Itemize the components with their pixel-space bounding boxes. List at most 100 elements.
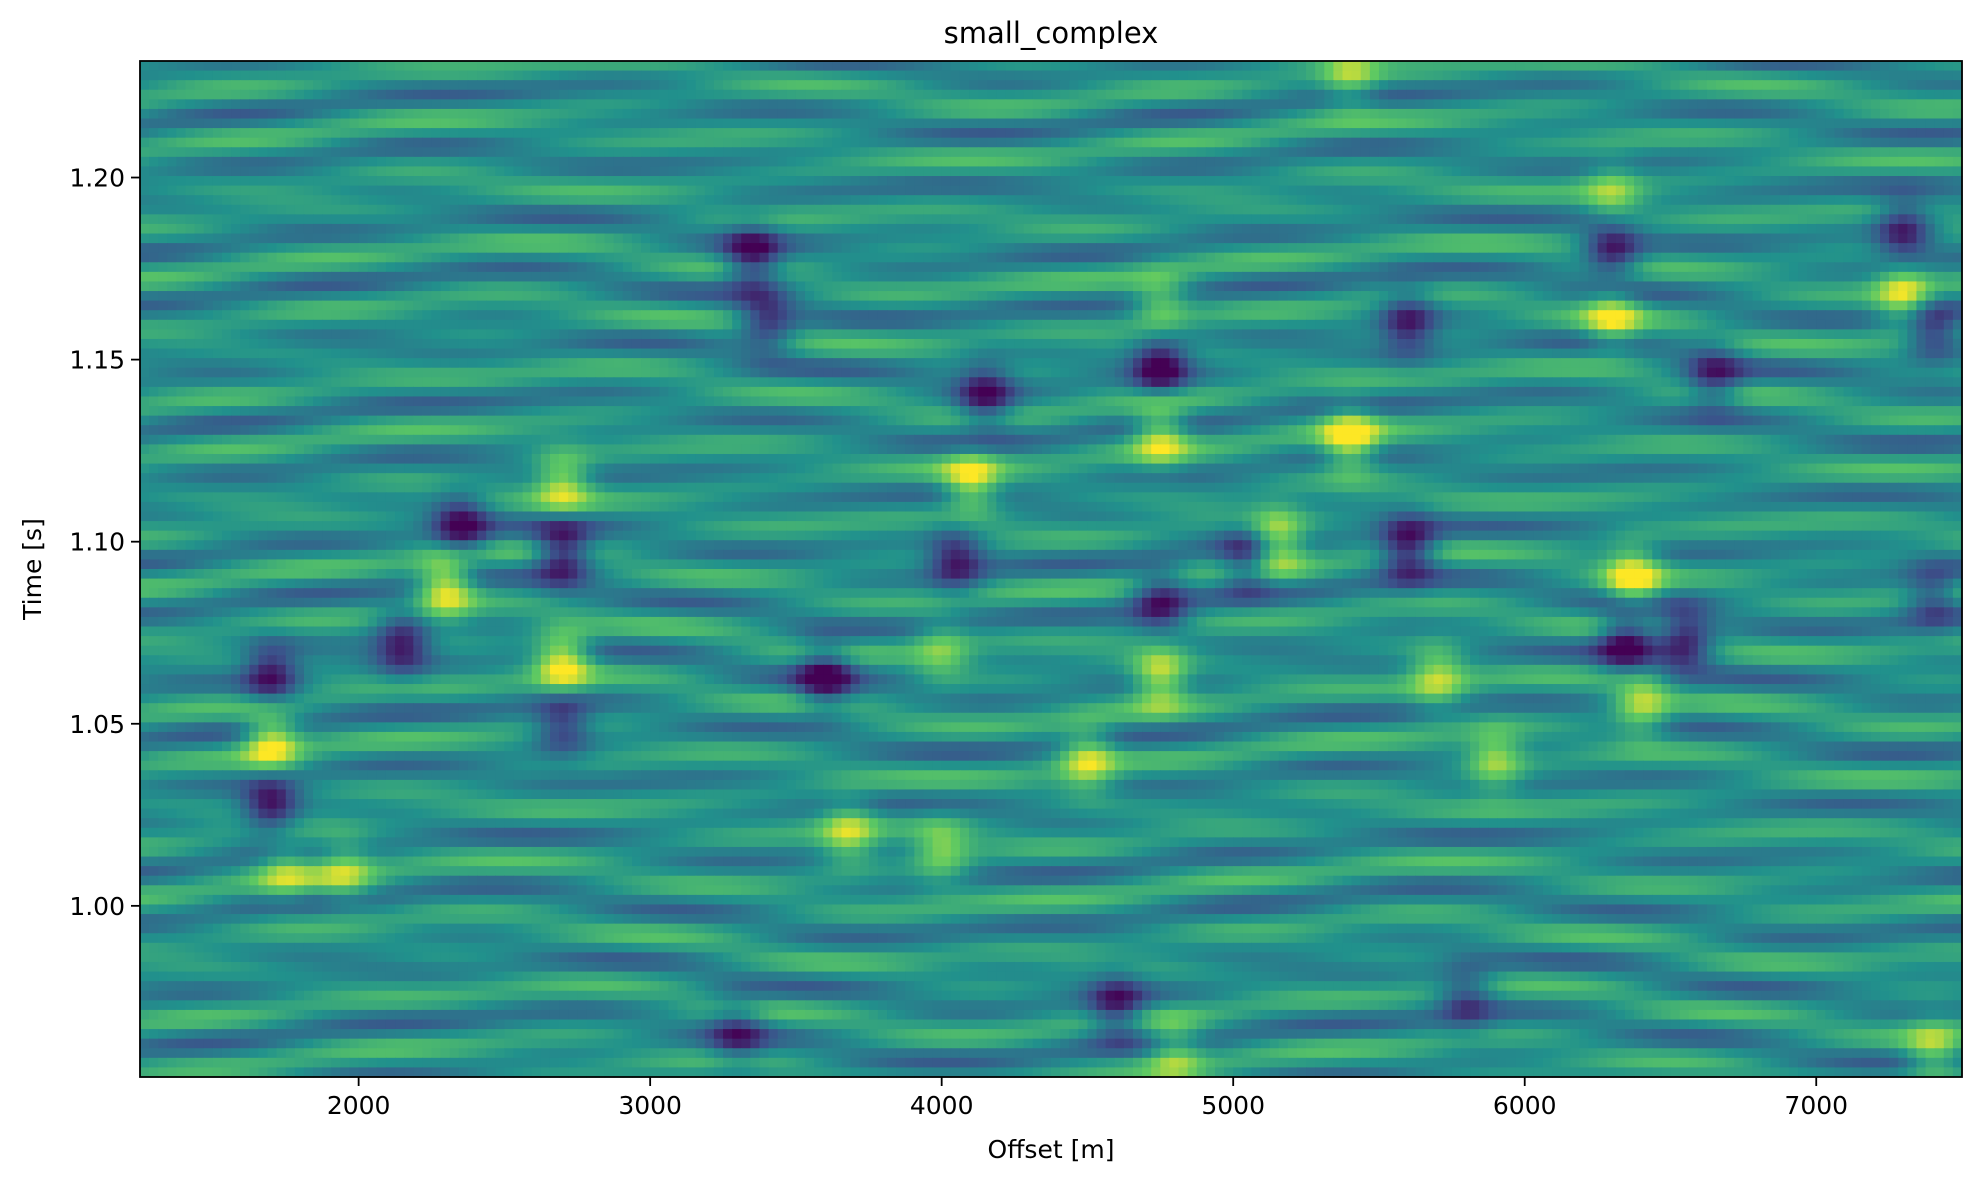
heatmap-cell bbox=[1807, 281, 1817, 291]
heatmap-cell bbox=[677, 281, 687, 291]
heatmap-cell bbox=[359, 109, 369, 119]
heatmap-cell bbox=[987, 234, 997, 244]
heatmap-cell bbox=[140, 80, 150, 90]
heatmap-cell bbox=[668, 281, 678, 291]
heatmap-cell bbox=[905, 272, 915, 282]
heatmap-cell bbox=[1251, 214, 1261, 224]
heatmap-cell bbox=[1479, 90, 1489, 100]
heatmap-cell bbox=[714, 90, 724, 100]
heatmap-cell bbox=[1752, 109, 1762, 119]
heatmap-cell bbox=[1752, 71, 1762, 81]
heatmap-cell bbox=[167, 109, 177, 119]
heatmap-cell bbox=[1333, 80, 1343, 90]
heatmap-cell bbox=[1534, 214, 1544, 224]
heatmap-cell bbox=[359, 157, 369, 167]
heatmap-cell bbox=[140, 166, 150, 176]
heatmap-cell bbox=[942, 119, 952, 129]
heatmap-cell bbox=[1251, 61, 1261, 71]
heatmap-cell bbox=[650, 291, 660, 301]
heatmap-cell bbox=[1552, 281, 1562, 291]
heatmap-cell bbox=[796, 272, 806, 282]
heatmap-cell bbox=[605, 281, 615, 291]
heatmap-cell bbox=[723, 71, 733, 81]
heatmap-cell bbox=[1871, 119, 1881, 129]
heatmap-cell bbox=[750, 80, 760, 90]
heatmap-cell bbox=[996, 109, 1006, 119]
heatmap-cell bbox=[832, 80, 842, 90]
heatmap-cell bbox=[295, 90, 305, 100]
heatmap-cell bbox=[1315, 109, 1325, 119]
heatmap-cell bbox=[541, 166, 551, 176]
heatmap-cell bbox=[1935, 119, 1945, 129]
heatmap-cell bbox=[1926, 147, 1936, 157]
heatmap-cell bbox=[331, 186, 341, 196]
heatmap-cell bbox=[167, 71, 177, 81]
heatmap-cell bbox=[231, 281, 241, 291]
heatmap-cell bbox=[914, 166, 924, 176]
heatmap-cell bbox=[258, 214, 268, 224]
heatmap-cell bbox=[331, 128, 341, 138]
heatmap-cell bbox=[359, 99, 369, 109]
heatmap-cell bbox=[1288, 147, 1298, 157]
heatmap-cell bbox=[313, 90, 323, 100]
heatmap-cell bbox=[1698, 253, 1708, 263]
heatmap-cell bbox=[514, 99, 524, 109]
heatmap-cell bbox=[176, 166, 186, 176]
heatmap-cell bbox=[978, 138, 988, 148]
heatmap-cell bbox=[1743, 128, 1753, 138]
heatmap-cell bbox=[769, 205, 779, 215]
heatmap-cell bbox=[1270, 99, 1280, 109]
heatmap-cell bbox=[559, 205, 569, 215]
heatmap-cell bbox=[1780, 147, 1790, 157]
heatmap-cell bbox=[1106, 71, 1116, 81]
heatmap-cell bbox=[1461, 224, 1471, 234]
heatmap-cell bbox=[1543, 195, 1553, 205]
heatmap-cell bbox=[249, 272, 259, 282]
heatmap-cell bbox=[1507, 262, 1517, 272]
heatmap-cell bbox=[1242, 147, 1252, 157]
heatmap-cell bbox=[668, 71, 678, 81]
heatmap-cell bbox=[413, 99, 423, 109]
heatmap-cell bbox=[158, 99, 168, 109]
heatmap-cell bbox=[277, 99, 287, 109]
heatmap-cell bbox=[1598, 109, 1608, 119]
heatmap-cell bbox=[659, 71, 669, 81]
heatmap-cell bbox=[869, 291, 879, 301]
heatmap-cell bbox=[568, 61, 578, 71]
heatmap-cell bbox=[778, 205, 788, 215]
heatmap-cell bbox=[1689, 147, 1699, 157]
heatmap-cell bbox=[1060, 176, 1070, 186]
heatmap-cell bbox=[322, 186, 332, 196]
heatmap-cell bbox=[523, 195, 533, 205]
heatmap-cell bbox=[896, 157, 906, 167]
heatmap-cell bbox=[1343, 61, 1353, 71]
heatmap-cell bbox=[1352, 80, 1362, 90]
heatmap-cell bbox=[942, 71, 952, 81]
heatmap-cell bbox=[1707, 262, 1717, 272]
heatmap-cell bbox=[605, 109, 615, 119]
heatmap-cell bbox=[1124, 243, 1134, 253]
heatmap-cell bbox=[1333, 176, 1343, 186]
heatmap-cell bbox=[1598, 281, 1608, 291]
heatmap-cell bbox=[550, 80, 560, 90]
heatmap-cell bbox=[1488, 99, 1498, 109]
heatmap-cell bbox=[1087, 99, 1097, 109]
heatmap-cell bbox=[1069, 99, 1079, 109]
heatmap-cell bbox=[1115, 90, 1125, 100]
heatmap-cell bbox=[1261, 224, 1271, 234]
heatmap-cell bbox=[1680, 281, 1690, 291]
heatmap-cell bbox=[304, 281, 314, 291]
heatmap-cell bbox=[377, 157, 387, 167]
heatmap-cell bbox=[1862, 71, 1872, 81]
heatmap-cell bbox=[1288, 176, 1298, 186]
heatmap-cell bbox=[623, 80, 633, 90]
heatmap-cell bbox=[304, 61, 314, 71]
heatmap-cell bbox=[1005, 272, 1015, 282]
heatmap-cell bbox=[149, 234, 159, 244]
heatmap-cell bbox=[705, 234, 715, 244]
heatmap-cell bbox=[687, 61, 697, 71]
heatmap-cell bbox=[1425, 128, 1435, 138]
heatmap-cell bbox=[1707, 214, 1717, 224]
heatmap-cell bbox=[1561, 166, 1571, 176]
heatmap-cell bbox=[1251, 166, 1261, 176]
